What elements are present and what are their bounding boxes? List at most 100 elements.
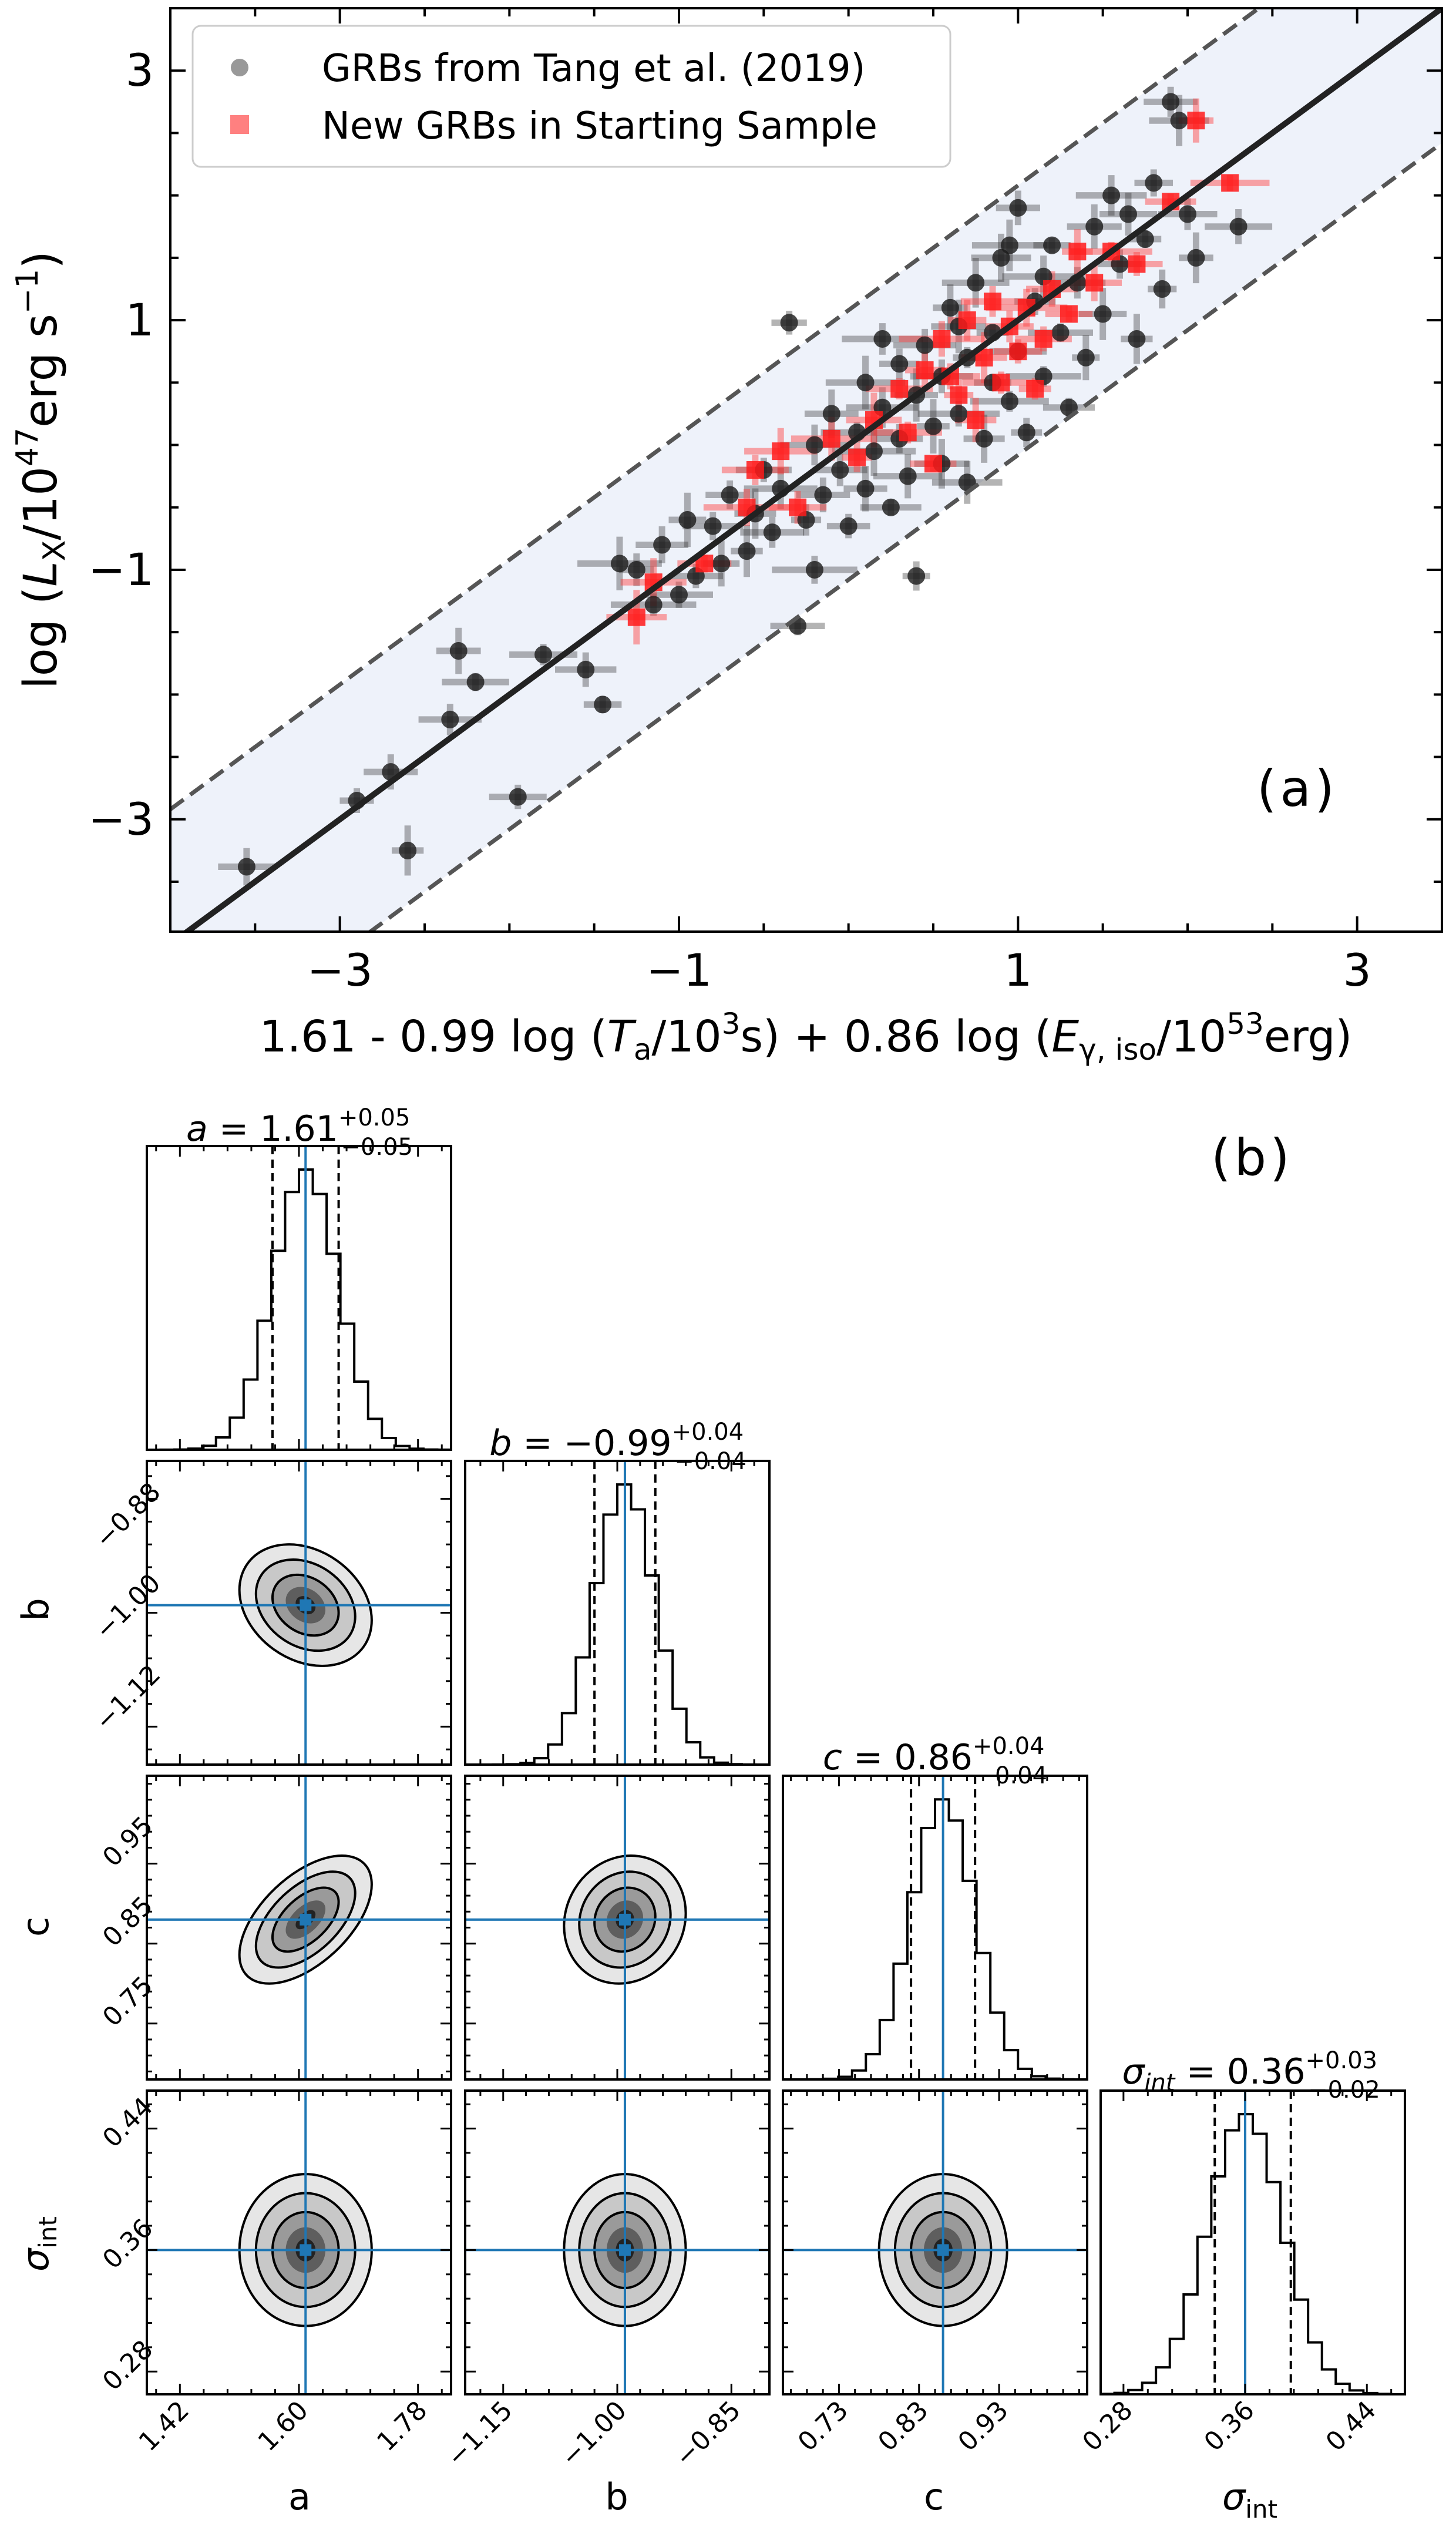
title-c: c = 0.86+0.04 −0.04: [823, 1733, 1047, 1789]
point-tang-76: [1145, 174, 1163, 192]
point-tang-24: [763, 523, 781, 542]
point-new-23: [1026, 379, 1044, 398]
corner-xtick-label: −1.00: [555, 2395, 632, 2472]
point-tang-37: [856, 374, 875, 392]
point-tang-9: [577, 660, 595, 678]
xlabel-c: c: [924, 2475, 944, 2518]
point-tang-13: [644, 596, 663, 614]
data-points: [237, 93, 1247, 876]
point-new-32: [1187, 112, 1205, 130]
title-a: a = 1.61+0.05 −0.05: [186, 1104, 413, 1161]
legend-marker-new: [230, 115, 249, 134]
point-tang-51: [950, 405, 968, 423]
corner-ytick-label: 0.44: [97, 2092, 159, 2153]
point-tang-19: [712, 555, 731, 573]
contour-0: [238, 1854, 373, 1985]
point-tang-62: [1017, 424, 1035, 442]
x-axis-label: 1.61 - 0.99 log (Ta/103s) + 0.86 log (Eγ…: [260, 1007, 1353, 1067]
point-tang-42: [890, 355, 909, 373]
point-tang-82: [1229, 217, 1247, 236]
point-tang-74: [1128, 330, 1146, 348]
point-new-24: [1034, 330, 1053, 348]
panel-label-b: (b): [1211, 1128, 1293, 1187]
panel-label-a: (a): [1257, 760, 1338, 818]
corner-ytick-label: −1.00: [89, 1568, 166, 1645]
point-new-13: [924, 455, 942, 473]
corner-ytick-label: 0.28: [97, 2334, 159, 2396]
point-tang-47: [924, 417, 942, 435]
point-tang-26: [780, 314, 798, 332]
contour-2: [271, 1573, 340, 1637]
point-new-8: [848, 448, 866, 466]
truth-marker: [618, 2244, 631, 2256]
xlabel-b: b: [605, 2475, 628, 2518]
point-tang-65: [1043, 236, 1061, 254]
point-tang-4: [441, 710, 459, 728]
point-tang-87: [1000, 236, 1018, 254]
point-tang-20: [721, 486, 739, 504]
histogram: [465, 1483, 771, 1766]
upper-dashed-line: [170, 8, 1263, 811]
point-tang-0: [237, 858, 255, 876]
histogram: [782, 1798, 1088, 2081]
point-tang-12: [627, 560, 645, 579]
corner-xtick-label: 1.78: [371, 2395, 433, 2457]
contour-2: [271, 1886, 340, 1953]
point-tang-36: [856, 479, 875, 498]
point-new-26: [1060, 305, 1078, 323]
corner-plot-panel-b: −0.88 −1.00 −1.12 0.950.850.75 1.42 1.60 1.78 0…: [89, 1145, 1406, 2472]
point-new-33: [1221, 174, 1239, 192]
contour-0: [563, 1854, 687, 1985]
corner-xtick-label: 0.28: [1077, 2395, 1138, 2457]
point-tang-43: [899, 467, 917, 485]
point-tang-15: [670, 586, 688, 604]
point-tang-85: [873, 330, 892, 348]
corner-xtick-label: 0.83: [872, 2395, 934, 2457]
point-tang-59: [1000, 392, 1018, 411]
best-fit-line: [182, 8, 1442, 932]
xlabel-sigma: σint: [1222, 2475, 1277, 2524]
truth-marker: [300, 1599, 312, 1611]
point-tang-50: [941, 298, 959, 317]
point-new-35: [1009, 342, 1027, 361]
point-new-27: [1068, 243, 1087, 261]
point-tang-86: [1119, 205, 1137, 223]
point-tang-55: [975, 429, 993, 448]
point-tang-78: [1162, 93, 1180, 111]
point-tang-18: [704, 517, 722, 535]
ytick-label: 1: [126, 294, 154, 346]
point-tang-21: [738, 542, 756, 560]
point-new-0: [627, 608, 645, 626]
point-new-11: [899, 424, 917, 442]
point-tang-40: [882, 498, 900, 516]
point-new-14: [933, 330, 951, 348]
corner-xtick-label: −0.85: [670, 2395, 747, 2472]
point-new-5: [772, 442, 790, 461]
legend-label-new: New GRBs in Starting Sample: [322, 105, 877, 148]
corner-cell-2-0: 0.950.850.75: [97, 1775, 452, 2081]
point-tang-34: [839, 517, 858, 535]
corner-cell-2-2: [782, 1775, 1088, 2081]
point-new-19: [984, 293, 1002, 311]
corner-cell-1-1: [464, 1460, 771, 1766]
point-new-17: [967, 411, 985, 429]
point-new-6: [789, 498, 807, 516]
histogram: [1099, 2113, 1406, 2395]
point-tang-80: [1179, 205, 1196, 223]
point-tang-16: [678, 510, 697, 529]
corner-xtick-label: −1.15: [441, 2395, 518, 2472]
xlabel-a: a: [288, 2475, 311, 2518]
title-sigma: σint = 0.36+0.03 −0.02: [1122, 2047, 1380, 2104]
point-tang-58: [992, 248, 1010, 267]
corner-xtick-label: 0.73: [792, 2395, 854, 2457]
corner-cell-1-0: −0.88 −1.00 −1.12: [89, 1460, 452, 1766]
point-new-15: [950, 386, 968, 404]
y-axis-label: log (LX/1047erg s−1): [10, 251, 72, 689]
point-tang-81: [1187, 248, 1205, 267]
point-tang-70: [1085, 217, 1104, 236]
truth-marker: [618, 1913, 631, 1926]
legend-box: [191, 25, 951, 168]
corner-cell-3-0: 1.42 1.60 1.78 0.44 0.36 0.28: [97, 2089, 452, 2457]
corner-cell-3-3: 0.28 0.36 0.44: [1077, 2089, 1406, 2457]
